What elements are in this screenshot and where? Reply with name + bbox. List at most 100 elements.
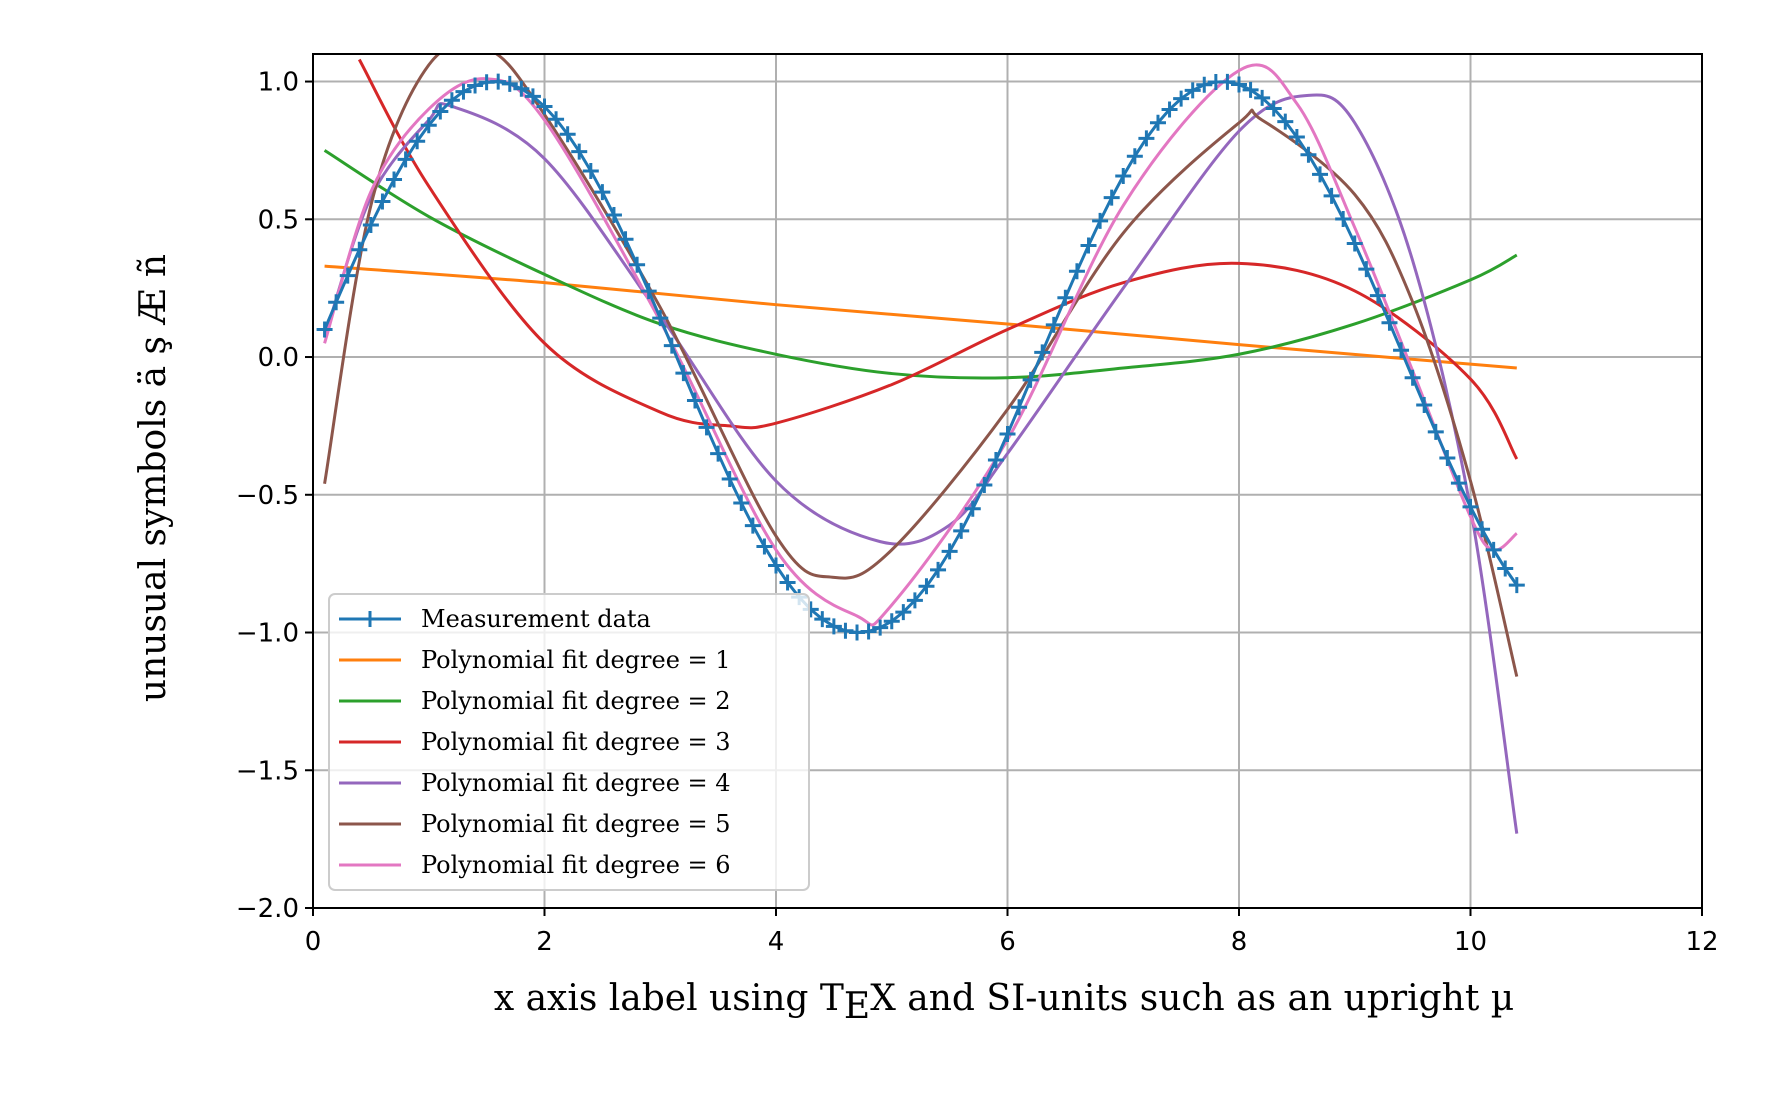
measurement-point: [386, 171, 403, 188]
ticks: 0 2 4 6 8 10 12 −2.0 −1.5 −1.0 −0.5 0.0 0.5 1.0: [236, 68, 1719, 957]
measurement-point: [976, 477, 993, 494]
measurement-point: [1115, 168, 1132, 185]
measurement-point: [883, 613, 900, 630]
measurement-point: [362, 216, 379, 233]
measurement-point: [328, 294, 345, 311]
measurement-point: [1393, 342, 1410, 359]
legend-label: Polynomial fit degree = 1: [421, 646, 731, 674]
measurement-point: [351, 241, 368, 258]
y-tick-label: 0.5: [258, 205, 299, 235]
measurement-point: [710, 445, 727, 462]
measurement-point: [1254, 89, 1271, 106]
measurement-point: [571, 143, 588, 160]
legend-marker: [362, 611, 378, 627]
measurement-point: [339, 267, 356, 284]
y-tick-label: 0.0: [258, 343, 299, 373]
measurement-point: [941, 543, 958, 560]
measurement-point: [1335, 211, 1352, 228]
measurement-point: [536, 98, 553, 115]
measurement-point: [953, 522, 970, 539]
x-axis-title-before: x axis label using T: [494, 978, 844, 1019]
measurement-point: [1092, 212, 1109, 229]
measurement-point: [1045, 316, 1062, 333]
measurement-point: [1231, 76, 1247, 93]
measurement-point: [1381, 314, 1398, 331]
measurement-point: [652, 310, 669, 327]
series-line-degree-5: [323, 54, 1519, 677]
measurement-point: [594, 184, 611, 201]
y-tick-label: −0.5: [236, 481, 299, 511]
measurement-point: [872, 619, 889, 636]
measurement-point: [1219, 73, 1236, 90]
measurement-point: [1126, 148, 1143, 165]
measurement-point: [1358, 261, 1375, 278]
measurement-point: [1080, 237, 1097, 254]
series-line-degree-3: [357, 58, 1519, 460]
measurement-point: [768, 557, 784, 574]
x-tick-label: 12: [1685, 927, 1718, 957]
x-axis-title-after: X and SI-units such as an upright µ: [870, 978, 1514, 1019]
measurement-point: [744, 517, 761, 534]
measurement-point: [409, 133, 426, 150]
measurement-point: [1369, 287, 1386, 304]
measurement-point: [1450, 475, 1467, 492]
measurement-point: [501, 75, 518, 92]
measurement-point: [756, 538, 773, 555]
measurement-point: [1462, 498, 1479, 515]
measurement-point: [605, 207, 622, 224]
legend-label: Polynomial fit degree = 3: [421, 728, 731, 756]
measurement-point: [524, 88, 541, 105]
measurement-point: [675, 365, 692, 382]
x-tick-label: 10: [1454, 927, 1487, 957]
measurement-point: [825, 618, 842, 635]
legend-label: Polynomial fit degree = 5: [421, 810, 731, 838]
measurement-point: [779, 574, 796, 591]
legend: Measurement data Polynomial fit degree = …: [328, 593, 810, 891]
legend-box: [328, 593, 810, 891]
series-line-degree-2: [323, 149, 1518, 380]
legend-label: Polynomial fit degree = 6: [421, 851, 731, 879]
measurement-point: [1161, 101, 1178, 118]
measurement-point: [1312, 166, 1329, 183]
x-axis-title-lowered-e: E: [844, 986, 870, 1027]
measurement-point: [443, 92, 460, 109]
measurement-point: [663, 337, 680, 354]
y-axis-title: unusual symbols ä ş Æ ñ: [133, 254, 174, 702]
y-tick-label: −1.0: [236, 619, 299, 649]
measurement-point: [1242, 81, 1259, 98]
x-tick-label: 8: [1231, 927, 1248, 957]
legend-label: Measurement data: [421, 605, 651, 633]
measurement-point: [455, 83, 472, 100]
measurement-point: [1497, 560, 1514, 577]
measurement-point: [1149, 114, 1166, 131]
measurement-point: [513, 80, 530, 97]
measurement-point: [316, 321, 333, 338]
measurement-point: [432, 103, 449, 120]
x-tick-label: 0: [305, 927, 322, 957]
measurement-point: [420, 117, 437, 134]
measurement-point: [1439, 449, 1456, 466]
measurement-point: [1265, 100, 1282, 117]
measurement-point: [814, 611, 831, 628]
measurement-point: [1196, 76, 1213, 93]
plot-area: [316, 54, 1525, 834]
measurement-point: [559, 126, 576, 143]
y-tick-label: −1.5: [236, 756, 299, 786]
measurement-point: [686, 392, 703, 409]
measurement-point: [698, 419, 715, 436]
measurement-point: [1034, 344, 1051, 361]
measurement-point: [1485, 541, 1502, 558]
measurement-point: [1173, 90, 1190, 107]
measurement-point: [733, 494, 750, 511]
x-tick-label: 2: [536, 927, 553, 957]
measurement-point: [582, 162, 599, 179]
measurement-point: [629, 256, 646, 273]
measurement-point: [860, 623, 877, 640]
y-tick-label: 1.0: [258, 68, 299, 98]
measurement-point: [930, 561, 947, 578]
measurement-point: [397, 151, 414, 168]
measurement-point: [617, 231, 634, 248]
measurement-point: [1288, 129, 1305, 146]
series-line-degree-1: [324, 264, 1517, 370]
